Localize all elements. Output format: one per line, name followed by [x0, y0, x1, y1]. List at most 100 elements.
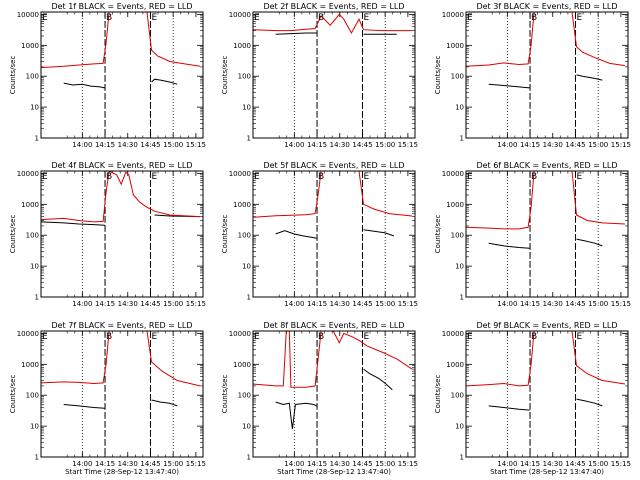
x-tick-label: 15:15 [186, 141, 206, 149]
marker-label: E [467, 172, 473, 182]
series-group [466, 171, 626, 249]
x-axis-label: Start Time (28-Sep-12 13:47:40) [277, 468, 391, 476]
x-tick-label: 15:00 [375, 300, 395, 308]
series-group [253, 171, 413, 239]
series-group [253, 13, 412, 35]
marker-label: B [106, 172, 112, 182]
x-tick-label: 14:45 [352, 300, 372, 308]
x-tick-label: 14:30 [118, 300, 138, 308]
x-tick-label: 14:00 [72, 460, 92, 468]
x-tick-label: 14:00 [497, 300, 517, 308]
x-tick-label: 14:45 [352, 141, 372, 149]
marker-label: E [42, 332, 48, 342]
y-tick-label: 100 [26, 392, 39, 400]
x-tick-label: 14:45 [140, 141, 160, 149]
marker-label: E [42, 172, 48, 182]
y-tick-label: 10 [455, 104, 464, 112]
y-tick-label: 100 [451, 392, 464, 400]
x-tick-label: 14:30 [543, 300, 563, 308]
x-tick-label: 14:45 [565, 300, 585, 308]
series-lld-line [253, 13, 412, 35]
series-events-line [275, 32, 317, 35]
panel-9: Det 9f BLACK = Events, RED = LLD 1 10 100 10… [434, 321, 631, 476]
marker-label: B [531, 332, 537, 342]
x-tick-label: 14:30 [543, 141, 563, 149]
marker-label: B [318, 332, 324, 342]
marker-label: E [254, 332, 260, 342]
x-tick-label: 14:00 [284, 300, 304, 308]
series-lld-line [41, 171, 201, 223]
panel-2: Det 2f BLACK = Events, RED = LLD 1 10 100 10… [221, 2, 418, 149]
y-tick-label: 1000 [233, 42, 251, 50]
x-tick-label: 14:15 [307, 141, 327, 149]
series-events-line [275, 230, 317, 239]
x-tick-label: 14:30 [330, 141, 350, 149]
y-tick-label: 1 [247, 294, 251, 302]
y-axis-label: Counts/sec [221, 375, 229, 414]
x-tick-label: 15:00 [375, 460, 395, 468]
x-tick-label: 15:00 [163, 141, 183, 149]
x-tick-label: 15:00 [375, 141, 395, 149]
y-tick-label: 1 [460, 294, 464, 302]
series-events-line [41, 221, 105, 226]
marker-label: E [363, 332, 369, 342]
series-events-line [488, 242, 530, 249]
y-tick-label: 10 [30, 423, 39, 431]
marker-label: B [318, 13, 324, 23]
x-tick-label: 14:45 [352, 460, 372, 468]
x-tick-label: 15:00 [163, 300, 183, 308]
x-tick-label: 15:00 [163, 460, 183, 468]
y-tick-label: 10 [242, 104, 251, 112]
x-tick-label: 14:30 [330, 300, 350, 308]
x-tick-label: 14:15 [95, 300, 115, 308]
series-events-line [363, 229, 394, 237]
panel-1: Det 1f BLACK = Events, RED = LLD 1 10 100 10… [9, 2, 206, 149]
marker-label: E [363, 172, 369, 182]
y-tick-label: 1 [247, 454, 251, 462]
x-tick-label: 14:30 [330, 460, 350, 468]
plot-frame [40, 170, 204, 298]
x-tick-label: 15:15 [398, 300, 418, 308]
series-group [466, 331, 626, 411]
y-tick-label: 1 [460, 135, 464, 143]
series-lld-line [466, 12, 626, 67]
y-tick-label: 1 [35, 135, 39, 143]
marker-label: B [106, 13, 112, 23]
x-tick-label: 14:30 [543, 460, 563, 468]
series-events-line [488, 83, 530, 89]
marker-label: E [576, 172, 582, 182]
y-tick-label: 10000 [229, 11, 251, 19]
plot-frame [40, 330, 204, 458]
marker-label: E [254, 13, 260, 23]
marker-label: B [318, 172, 324, 182]
marker-label: E [467, 13, 473, 23]
y-axis-label: Counts/sec [434, 215, 442, 254]
series-lld-line [466, 331, 626, 387]
y-tick-label: 1000 [446, 42, 464, 50]
x-tick-label: 14:00 [72, 141, 92, 149]
x-tick-label: 15:00 [588, 300, 608, 308]
panel-3: Det 3f BLACK = Events, RED = LLD 1 10 100 10… [434, 2, 631, 149]
x-tick-label: 14:00 [284, 141, 304, 149]
y-tick-label: 100 [451, 232, 464, 240]
x-tick-label: 15:15 [186, 300, 206, 308]
x-tick-label: 15:15 [398, 141, 418, 149]
series-events-line [63, 82, 105, 89]
series-events-line [275, 401, 317, 430]
panel-7: Det 7f BLACK = Events, RED = LLD 1 10 100 10… [9, 321, 206, 476]
panel-8: Det 8f BLACK = Events, RED = LLD 1 10 100 10… [221, 321, 418, 476]
y-tick-label: 1000 [233, 201, 251, 209]
plot-frame [40, 11, 204, 139]
series-events-line [63, 404, 105, 409]
x-tick-label: 15:15 [611, 300, 631, 308]
series-group [41, 331, 201, 409]
y-tick-label: 10 [242, 263, 251, 271]
x-tick-label: 14:00 [497, 141, 517, 149]
x-axis-label: Start Time (28-Sep-12 13:47:40) [65, 468, 179, 476]
plot-frame [465, 170, 629, 298]
y-tick-label: 10 [455, 423, 464, 431]
series-events-line [576, 74, 603, 81]
panel-title: Det 5f BLACK = Events, RED = LLD [263, 161, 404, 170]
y-tick-label: 10000 [17, 11, 39, 19]
